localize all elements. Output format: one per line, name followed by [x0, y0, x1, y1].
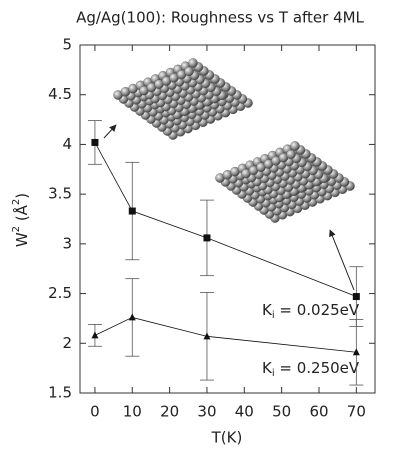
atom	[184, 66, 194, 77]
series-line	[94, 142, 357, 297]
y-label-part: )	[13, 193, 31, 199]
x-tick-label: 10	[123, 403, 142, 421]
x-tick-label: 0	[90, 403, 100, 421]
x-tick-label: 30	[197, 403, 216, 421]
annotation: Ki = 0.250eV	[262, 359, 360, 380]
cluster-images	[113, 58, 355, 223]
atom	[290, 141, 300, 151]
annotation-part: K	[262, 301, 273, 319]
plot-frame	[79, 44, 376, 394]
chart-title: Ag/Ag(100): Roughness vs T after 4ML	[76, 9, 364, 27]
marker	[128, 313, 136, 321]
annotation-part: i	[272, 310, 275, 321]
annotation-part: i	[272, 368, 275, 379]
x-tick-label: 20	[160, 403, 179, 421]
y-label-part: 2	[11, 199, 22, 205]
marker	[91, 331, 99, 339]
x-tick-label: 60	[309, 403, 328, 421]
marker	[203, 332, 211, 340]
y-tick-label: 4	[62, 135, 72, 153]
marker	[128, 207, 136, 215]
y-tick-label: 3	[62, 234, 72, 252]
arrow	[103, 124, 117, 139]
y-label-part: W	[13, 232, 31, 247]
marker	[91, 138, 99, 146]
y-label-part: 2	[11, 226, 22, 232]
atom	[188, 58, 198, 68]
marker	[352, 293, 360, 301]
atom	[286, 149, 296, 160]
annotation-part: = 0.025eV	[275, 301, 360, 319]
x-tick-label: 70	[347, 403, 366, 421]
arrow	[329, 229, 355, 291]
series-line	[94, 317, 357, 353]
annotation-part: = 0.250eV	[275, 359, 360, 377]
x-tick-label: 50	[272, 403, 291, 421]
y-tick-label: 2.5	[48, 284, 72, 302]
y-tick-label: 3.5	[48, 185, 72, 203]
x-axis-label: T(K)	[211, 429, 243, 447]
annotation-part: K	[262, 359, 273, 377]
y-tick-label: 2	[62, 334, 72, 352]
y-tick-label: 5	[62, 36, 72, 54]
marker	[352, 348, 360, 356]
x-tick-label: 40	[235, 403, 254, 421]
y-label-part: (Å	[12, 204, 31, 226]
marker	[203, 234, 211, 242]
y-tick-label: 4.5	[48, 85, 72, 103]
y-tick-label: 1.5	[48, 384, 72, 402]
annotation: Ki = 0.025eV	[262, 301, 360, 322]
y-axis-label: W2 (Å2)	[11, 193, 31, 247]
